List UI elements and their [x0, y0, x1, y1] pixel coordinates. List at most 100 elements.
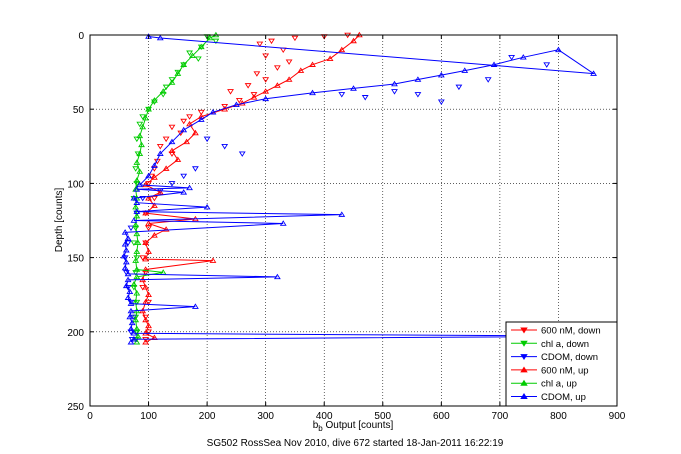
data-point	[122, 258, 130, 265]
data-point	[145, 248, 152, 254]
data-point	[197, 116, 205, 122]
data-point	[133, 290, 141, 296]
legend-label: chl a, up	[541, 379, 577, 390]
data-point	[128, 319, 136, 326]
data-point	[350, 85, 357, 91]
data-point	[285, 76, 293, 82]
data-point	[197, 113, 205, 119]
data-point	[130, 240, 138, 246]
data-point	[168, 79, 176, 85]
data-point	[122, 282, 130, 289]
series-5	[130, 31, 220, 345]
data-point	[133, 159, 141, 165]
data-point	[133, 325, 141, 332]
data-point	[262, 77, 270, 83]
data-point	[159, 92, 167, 98]
data-point	[150, 174, 158, 180]
data-point	[250, 94, 258, 100]
data-point	[142, 284, 150, 290]
legend-marker	[520, 340, 528, 347]
data-point	[227, 89, 234, 95]
legend-marker	[520, 379, 528, 386]
data-point	[133, 338, 141, 345]
series-4	[139, 31, 363, 345]
x-tick-label: 400	[316, 411, 333, 422]
legend-label: CDOM, up	[541, 392, 586, 403]
data-point	[273, 65, 281, 71]
legend-box	[505, 321, 618, 407]
data-point	[177, 130, 185, 137]
data-point	[238, 151, 246, 157]
data-point	[133, 199, 141, 205]
data-point	[150, 97, 158, 103]
legend-entry: chl a, up	[511, 379, 577, 390]
x-tick-label: 500	[374, 411, 391, 422]
series-6	[120, 33, 609, 345]
data-point	[391, 80, 398, 87]
data-point	[121, 241, 129, 247]
data-point	[150, 232, 158, 238]
data-point	[133, 266, 141, 272]
data-point	[145, 225, 152, 232]
data-point	[139, 255, 147, 261]
data-point	[127, 338, 135, 345]
data-point	[145, 195, 152, 201]
x-tick-label: 100	[140, 411, 157, 422]
data-point	[203, 136, 211, 143]
data-point	[338, 211, 346, 217]
data-point	[130, 195, 138, 201]
data-point	[142, 266, 150, 272]
data-point	[136, 181, 144, 188]
data-point	[519, 54, 527, 60]
data-point	[168, 147, 176, 154]
x-axis-label-base: b	[313, 420, 319, 431]
data-point	[191, 129, 199, 136]
data-point	[136, 150, 144, 156]
data-point	[133, 208, 141, 214]
data-point	[124, 270, 132, 277]
data-point	[186, 120, 193, 127]
y-tick-label: 200	[67, 328, 84, 339]
data-point	[414, 92, 422, 98]
x-tick-label: 300	[257, 411, 274, 422]
axes-box	[89, 34, 618, 407]
legend-label: chl a, down	[541, 339, 589, 350]
data-point	[136, 132, 144, 139]
x-axis-label-subscript: b	[318, 424, 323, 433]
data-point	[262, 95, 270, 102]
data-point	[132, 257, 140, 263]
data-point	[162, 165, 170, 171]
data-point	[361, 95, 369, 101]
data-point	[253, 71, 261, 77]
data-point	[133, 136, 141, 143]
data-point	[133, 230, 141, 237]
series-line	[123, 36, 606, 343]
data-point	[139, 195, 147, 202]
data-point	[142, 255, 150, 262]
legend-marker	[520, 393, 528, 400]
y-tick-label: 150	[67, 254, 84, 265]
data-point	[508, 54, 516, 61]
data-point	[130, 330, 138, 336]
data-point	[180, 173, 188, 180]
data-point	[191, 303, 199, 309]
data-point	[180, 189, 188, 195]
data-point	[127, 225, 135, 232]
data-point	[156, 189, 164, 195]
series-3	[121, 54, 551, 343]
data-point	[244, 83, 252, 89]
data-point	[262, 88, 270, 94]
x-tick-label: 0	[87, 411, 93, 422]
data-point	[461, 67, 469, 73]
data-point	[142, 338, 150, 345]
data-point	[250, 92, 258, 98]
data-point	[180, 126, 188, 133]
data-point	[212, 38, 220, 45]
data-point	[168, 124, 176, 131]
data-point	[221, 144, 229, 150]
y-tick-label: 100	[67, 179, 84, 190]
data-point	[138, 141, 145, 148]
x-axis-label-rest: Output [counts]	[323, 420, 394, 431]
data-point	[121, 264, 129, 271]
x-tick-label: 900	[609, 411, 626, 422]
